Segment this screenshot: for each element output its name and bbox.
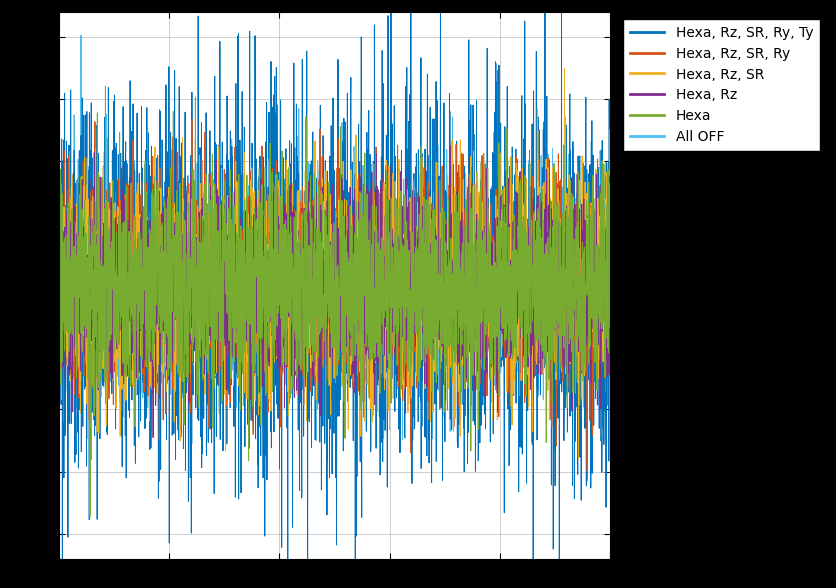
Hexa [594, 308, 604, 315]
Hexa, Rz [150, 275, 160, 282]
Hexa, Rz, SR [559, 65, 569, 72]
Hexa, Rz [265, 296, 275, 303]
All OFF [535, 288, 545, 295]
Hexa [150, 293, 160, 300]
Line: Hexa, Rz, SR, Ry: Hexa, Rz, SR, Ry [59, 119, 610, 470]
Hexa, Rz, SR, Ry, Ty [594, 282, 604, 289]
Hexa [266, 246, 276, 253]
Hexa, Rz, SR, Ry [116, 264, 126, 271]
Hexa, Rz [535, 372, 545, 379]
Hexa, Rz, SR [289, 218, 299, 225]
Hexa, Rz, SR, Ry [289, 282, 299, 289]
Hexa, Rz, SR [594, 251, 604, 258]
Hexa, Rz, SR, Ry [149, 275, 159, 282]
Hexa [289, 263, 299, 270]
Hexa, Rz, SR [265, 253, 275, 260]
Hexa, Rz, SR, Ry [594, 183, 604, 190]
Hexa, Rz, SR [573, 455, 584, 462]
Hexa, Rz, SR, Ry [582, 467, 592, 474]
Line: Hexa, Rz: Hexa, Rz [59, 146, 610, 437]
All OFF [594, 338, 604, 345]
Hexa, Rz, SR, Ry [187, 116, 197, 123]
Hexa [85, 513, 95, 520]
Hexa [54, 331, 64, 338]
All OFF [76, 32, 86, 39]
Hexa [605, 273, 615, 280]
Hexa, Rz, SR [116, 239, 126, 246]
Hexa, Rz [289, 264, 299, 271]
Hexa, Rz, SR, Ry [54, 215, 64, 222]
Hexa [100, 82, 110, 89]
Hexa, Rz, SR, Ry, Ty [149, 257, 159, 264]
Hexa, Rz, SR, Ry [605, 260, 615, 267]
Hexa [535, 265, 545, 272]
Line: Hexa: Hexa [59, 86, 610, 517]
Line: All OFF: All OFF [59, 35, 610, 448]
All OFF [605, 254, 615, 261]
Hexa, Rz, SR [605, 209, 615, 216]
All OFF [266, 392, 276, 399]
Hexa, Rz, SR, Ry, Ty [116, 273, 126, 280]
All OFF [54, 366, 64, 373]
Hexa, Rz [148, 434, 158, 441]
Hexa, Rz, SR, Ry, Ty [265, 248, 275, 255]
Hexa, Rz, SR [149, 368, 159, 375]
Hexa, Rz, SR, Ry, Ty [289, 270, 299, 278]
Legend: Hexa, Rz, SR, Ry, Ty, Hexa, Rz, SR, Ry, Hexa, Rz, SR, Hexa, Rz, Hexa, All OFF: Hexa, Rz, SR, Ry, Ty, Hexa, Rz, SR, Ry, … [623, 19, 820, 151]
Hexa, Rz [446, 142, 456, 149]
Hexa, Rz [54, 294, 64, 301]
Hexa [117, 313, 127, 320]
Hexa, Rz, SR, Ry, Ty [54, 199, 64, 206]
Hexa, Rz, SR [54, 268, 64, 275]
All OFF [84, 445, 94, 452]
All OFF [150, 287, 160, 294]
All OFF [117, 273, 127, 280]
Hexa, Rz [116, 185, 126, 192]
Hexa, Rz, SR [535, 322, 545, 329]
Line: Hexa, Rz, SR, Ry, Ty: Hexa, Rz, SR, Ry, Ty [59, 0, 610, 588]
Hexa, Rz, SR, Ry [535, 238, 545, 245]
All OFF [289, 228, 299, 235]
Hexa, Rz, SR, Ry, Ty [605, 218, 615, 225]
Hexa, Rz [605, 300, 615, 307]
Hexa, Rz [594, 278, 604, 285]
Line: Hexa, Rz, SR: Hexa, Rz, SR [59, 68, 610, 458]
Hexa, Rz, SR, Ry [265, 398, 275, 405]
Hexa, Rz, SR, Ry, Ty [535, 391, 545, 398]
